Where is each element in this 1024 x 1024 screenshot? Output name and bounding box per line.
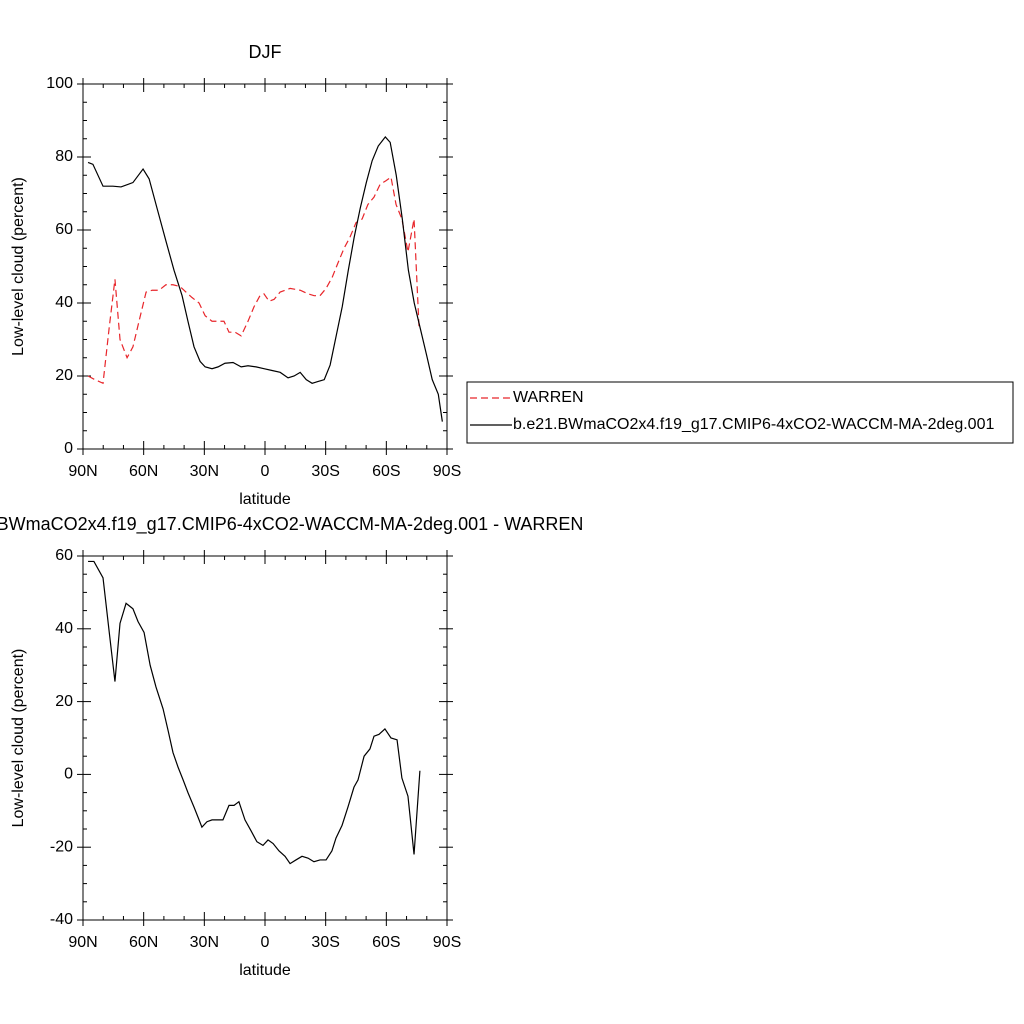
- x-tick-label: 90N: [68, 934, 97, 951]
- y-tick-label: 20: [55, 693, 73, 710]
- chart-title: b.e21.BWmaCO2x4.f19_g17.CMIP6-4xCO2-WACC…: [0, 514, 583, 535]
- x-tick-label: 0: [261, 934, 270, 951]
- y-tick-label: -20: [50, 838, 73, 855]
- x-tick-label: 30S: [311, 934, 339, 951]
- y-axis-label: Low-level cloud (percent): [10, 649, 27, 828]
- y-tick-label: 60: [55, 547, 73, 564]
- y-tick-label: 20: [55, 367, 73, 384]
- legend-label: WARREN: [513, 389, 584, 406]
- x-tick-label: 30S: [311, 463, 339, 480]
- y-tick-label: 0: [64, 766, 73, 783]
- series-line: [87, 135, 443, 422]
- x-tick-label: 90S: [433, 934, 461, 951]
- x-axis-label: latitude: [239, 962, 291, 979]
- x-tick-label: 60S: [372, 934, 400, 951]
- y-tick-label: 60: [55, 221, 73, 238]
- y-tick-label: 40: [55, 294, 73, 311]
- series-line: [87, 176, 420, 385]
- x-tick-label: 90N: [68, 463, 97, 480]
- x-tick-label: 30N: [190, 463, 219, 480]
- x-tick-label: 30N: [190, 934, 219, 951]
- plot-frame: [82, 83, 448, 450]
- x-tick-label: 60S: [372, 463, 400, 480]
- y-tick-label: -40: [50, 911, 73, 928]
- x-tick-label: 60N: [129, 934, 158, 951]
- y-axis-label: Low-level cloud (percent): [10, 177, 27, 356]
- y-tick-label: 100: [46, 75, 73, 92]
- x-tick-label: 90S: [433, 463, 461, 480]
- y-tick-label: 40: [55, 620, 73, 637]
- x-axis-label: latitude: [239, 491, 291, 508]
- y-tick-label: 80: [55, 148, 73, 165]
- legend-label: b.e21.BWmaCO2x4.f19_g17.CMIP6-4xCO2-WACC…: [513, 416, 994, 433]
- x-tick-label: 0: [261, 463, 270, 480]
- chart-title: DJF: [249, 42, 282, 62]
- legend-box: [466, 381, 1014, 444]
- y-tick-label: 0: [64, 440, 73, 457]
- series-line: [88, 560, 421, 865]
- x-tick-label: 60N: [129, 463, 158, 480]
